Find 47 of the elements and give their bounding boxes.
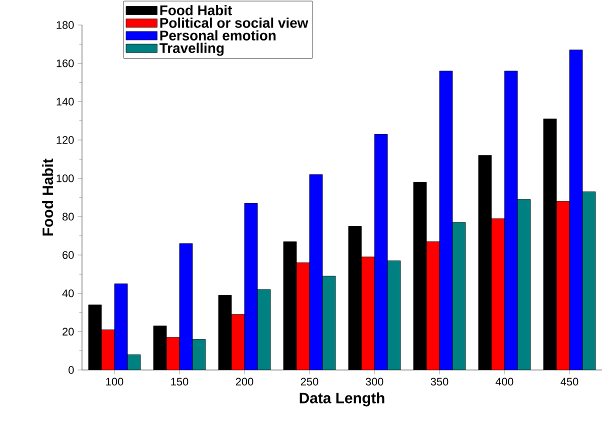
legend-label: Political or social view: [160, 18, 308, 28]
bar: [244, 203, 258, 370]
bar: [374, 134, 388, 370]
bar: [310, 174, 323, 370]
x-axis-title: Data Length: [300, 392, 384, 406]
bar: [452, 222, 466, 370]
bar: [492, 218, 505, 370]
x-tick-label: 350: [430, 378, 448, 386]
y-tick-label: 80: [62, 212, 74, 221]
x-tick-label: 150: [171, 378, 188, 386]
y-axis-title: Food Habit: [42, 158, 54, 236]
x-tick-label: 450: [560, 378, 578, 386]
bar: [582, 192, 596, 370]
bar: [180, 244, 192, 370]
bar: [556, 201, 570, 370]
y-tick-label: 160: [56, 59, 74, 68]
bar: [518, 199, 531, 370]
bar: [258, 290, 270, 370]
y-tick-label: 100: [56, 174, 74, 182]
x-tick-label: 250: [300, 378, 318, 386]
bar: [114, 284, 128, 370]
y-tick-label: 40: [62, 289, 74, 298]
bar: [232, 314, 244, 370]
legend-label: Food Habit: [160, 5, 232, 16]
legend-label: Travelling: [160, 42, 224, 56]
y-tick-label: 0: [68, 366, 74, 374]
legend-label: Personal emotion: [160, 30, 276, 40]
bar: [362, 256, 375, 370]
bar: [504, 70, 518, 370]
y-tick-label: 140: [56, 98, 74, 106]
y-tick-label: 60: [62, 251, 74, 259]
bar: [296, 262, 310, 370]
x-tick-label: 300: [366, 378, 384, 386]
bar: [166, 337, 180, 370]
y-tick-label: 180: [56, 21, 74, 29]
bar: [322, 276, 336, 370]
bar: [426, 242, 440, 370]
bar: [388, 260, 401, 370]
x-tick-label: 400: [496, 378, 514, 386]
bar: [569, 50, 583, 370]
x-tick-label: 200: [236, 378, 254, 386]
y-tick-label: 120: [56, 136, 74, 144]
y-tick-label: 20: [62, 328, 74, 336]
x-tick-label: 100: [106, 378, 124, 386]
bar: [192, 339, 206, 370]
bar: [102, 330, 114, 370]
bar: [440, 70, 453, 370]
